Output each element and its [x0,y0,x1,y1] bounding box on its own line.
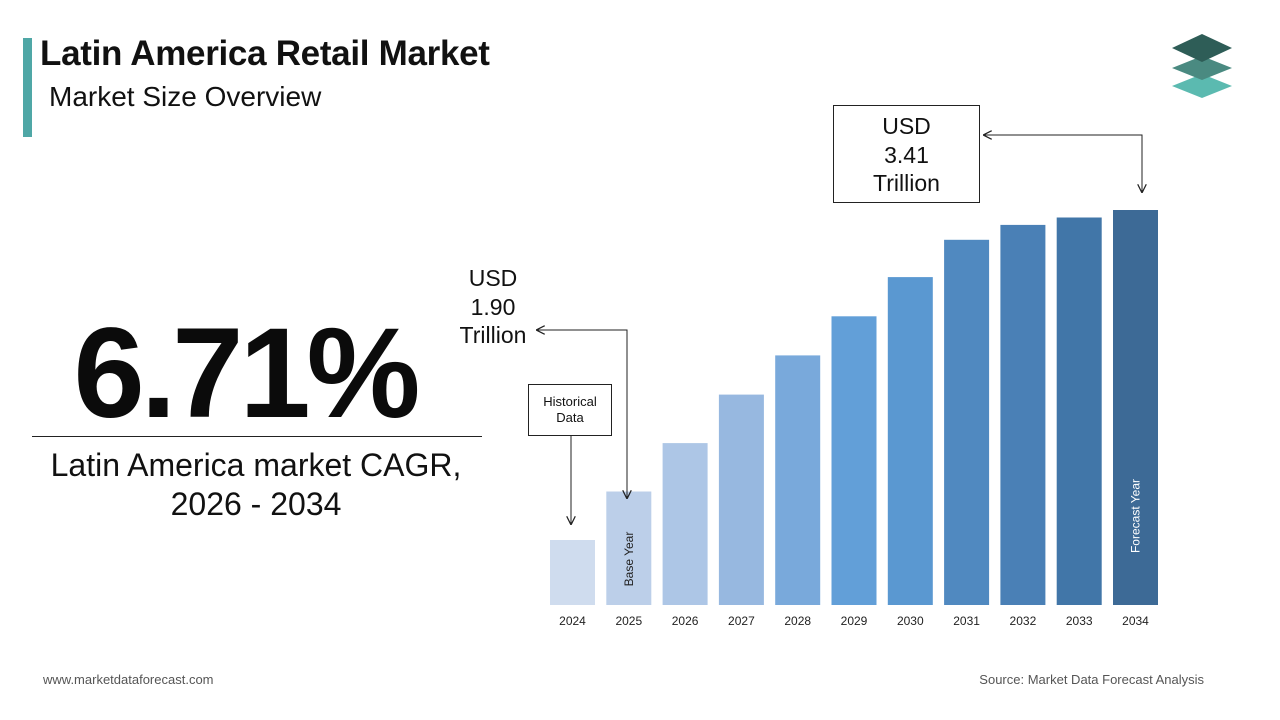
x-tick-label-2030: 2030 [897,614,924,628]
x-tick-label-2032: 2032 [1010,614,1037,628]
historical-data-callout: Historical Data [528,384,612,436]
bar-2030 [887,277,933,605]
cagr-value: 6.71% [73,302,421,445]
footer-website: www.marketdataforecast.com [43,672,214,687]
bar-2024 [550,540,595,605]
bar-2034 [1113,210,1158,605]
bar-2029 [831,316,877,605]
bar-2032 [1000,224,1046,605]
bar-2026 [662,443,708,605]
historical-label-line2: Data [556,410,584,425]
cagr-label: Latin America market CAGR, 2026 - 2034 [16,446,496,524]
end-value-callout: USD 3.41 Trillion [833,105,980,203]
cagr-divider [32,436,482,437]
stacked-layers-logo-icon [1172,34,1232,98]
x-tick-label-2034: 2034 [1122,614,1149,628]
end-value-currency: USD [882,113,931,139]
x-tick-label-2027: 2027 [728,614,755,628]
bar-2033 [1056,217,1102,605]
title-accent-bar [23,38,32,137]
x-tick-label-2033: 2033 [1066,614,1093,628]
forecast-year-label: Forecast Year [1129,479,1143,553]
x-tick-label-2031: 2031 [953,614,980,628]
cagr-label-line1: Latin America market CAGR, [50,447,462,483]
cagr-label-line2: 2026 - 2034 [170,486,342,522]
bar-2028 [775,355,821,605]
base-value-unit: Trillion [459,322,527,348]
footer-source: Source: Market Data Forecast Analysis [979,672,1204,687]
bar-2027 [718,394,764,605]
x-tick-label-2028: 2028 [784,614,811,628]
end-value-connector [984,135,1142,192]
bar-2025 [606,491,652,605]
end-value-unit: Trillion [873,170,940,196]
base-value-currency: USD [468,265,518,291]
base-year-label: Base Year [622,532,636,587]
base-value-connector [537,330,627,498]
x-tick-label-2025: 2025 [615,614,642,628]
historical-label-line1: Historical [543,394,597,409]
page-title: Latin America Retail Market [40,34,490,73]
x-tick-label-2026: 2026 [672,614,699,628]
bar-2031 [944,239,990,606]
page-subtitle: Market Size Overview [49,81,322,112]
base-value-callout: USD 1.90 Trillion [452,264,534,350]
end-value-number: 3.41 [884,141,929,168]
x-tick-label-2024: 2024 [559,614,586,628]
x-tick-label-2029: 2029 [841,614,868,628]
base-value-number: 1.90 [470,293,516,320]
